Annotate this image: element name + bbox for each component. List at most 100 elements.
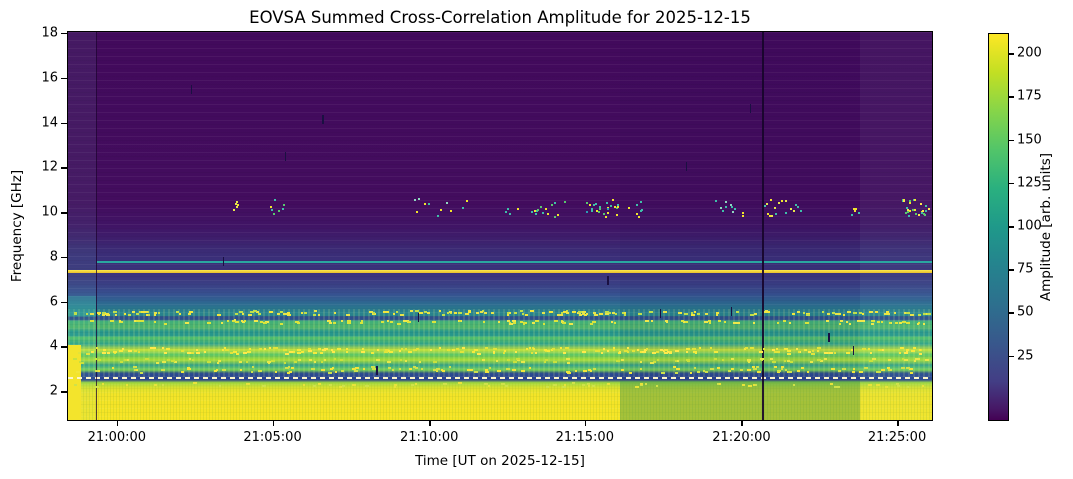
rfi-speckle — [553, 319, 558, 322]
rfi-speckle — [508, 212, 511, 215]
rfi-speckle — [872, 358, 877, 361]
rfi-speckle — [567, 361, 571, 364]
rfi-speckle — [288, 366, 291, 369]
colorbar-tick-mark — [1009, 312, 1014, 314]
rfi-speckle — [769, 214, 772, 217]
y-tick-mark — [61, 301, 67, 304]
rfi-speckle — [636, 213, 639, 215]
rfi-speckle — [732, 321, 737, 324]
rfi-speckle — [243, 352, 248, 355]
rfi-speckle — [513, 312, 517, 315]
rfi-speckle — [546, 212, 549, 215]
rfi-speckle — [674, 349, 679, 352]
rfi-speckle — [590, 369, 593, 372]
rfi-speckle — [852, 207, 855, 210]
rfi-speckle — [907, 215, 910, 218]
rfi-speckle — [656, 385, 659, 388]
rfi-speckle — [352, 368, 357, 371]
rfi-speckle — [614, 205, 617, 208]
colorbar-label: Amplitude [arb. units] — [1038, 152, 1054, 302]
heatmap-row-striping — [68, 32, 932, 420]
rfi-speckle — [900, 367, 905, 370]
rfi-speckle — [232, 351, 237, 354]
rfi-speckle — [293, 350, 296, 353]
rfi-speckle — [920, 212, 923, 215]
rfi-speckle — [253, 310, 257, 313]
rfi-speckle — [763, 311, 766, 314]
colorbar-tick-label: 100 — [1017, 218, 1042, 234]
rfi-speckle — [376, 359, 381, 362]
rfi-speckle — [476, 352, 481, 355]
rfi-speckle — [179, 312, 182, 315]
rfi-speckle — [533, 348, 536, 351]
rfi-speckle — [334, 358, 337, 361]
rfi-speckle — [541, 212, 544, 215]
rfi-speckle — [588, 369, 592, 372]
spectrogram-plot-area[interactable] — [67, 31, 933, 421]
colorbar-tick-mark — [1009, 96, 1014, 98]
rfi-speckle — [502, 351, 505, 354]
rfi-speckle — [464, 312, 467, 315]
rfi-speckle — [869, 359, 874, 362]
rfi-speckle — [216, 361, 219, 364]
rfi-speckle — [218, 385, 221, 388]
rfi-speckle — [421, 367, 424, 370]
rfi-speckle — [735, 321, 740, 324]
rfi-speckle — [596, 210, 599, 212]
rfi-speckle — [777, 371, 781, 373]
rfi-speckle — [428, 203, 431, 206]
rfi-speckle — [320, 368, 325, 371]
rfi-speckle — [290, 366, 294, 369]
rfi-speckle — [747, 358, 752, 361]
rfi-speckle — [545, 350, 550, 353]
y-tick-label: 8 — [49, 249, 58, 265]
rfi-speckle — [284, 352, 289, 355]
heatmap-base — [68, 32, 932, 420]
rfi-speckle — [424, 203, 426, 206]
rfi-speckle — [398, 368, 401, 371]
rfi-speckle — [97, 358, 101, 361]
rfi-speckle — [747, 385, 752, 388]
colorbar-tick-label: 200 — [1017, 45, 1042, 61]
rfi-speckle — [856, 320, 861, 323]
rfi-speckle — [841, 367, 846, 370]
rfi-speckle — [533, 210, 536, 213]
rfi-speckle — [795, 203, 797, 206]
rfi-speckle — [313, 310, 317, 313]
rfi-speckle — [458, 382, 463, 385]
rfi-speckle — [136, 312, 140, 315]
rfi-speckle — [664, 319, 668, 322]
rfi-speckle — [326, 319, 331, 322]
rfi-speckle — [287, 312, 291, 315]
rfi-speckle — [424, 311, 427, 314]
rfi-speckle — [275, 370, 277, 373]
rfi-speckle — [598, 207, 601, 210]
colorbar-tick-label: 25 — [1017, 348, 1034, 364]
rfi-speckle — [234, 312, 238, 315]
rfi-speckle — [916, 358, 920, 361]
rfi-speckle — [449, 311, 453, 314]
rfi-speckle — [710, 347, 713, 350]
rfi-speckle — [663, 351, 668, 354]
rfi-speckle — [924, 312, 927, 315]
rfi-speckle — [313, 313, 317, 316]
rfi-speckle — [441, 368, 444, 371]
rfi-speckle — [95, 358, 98, 361]
rfi-speckle — [362, 348, 365, 351]
rfi-speckle — [686, 350, 689, 353]
rfi-speckle — [441, 313, 445, 316]
rfi-speckle — [909, 202, 912, 205]
x-tick-label: 21:20:00 — [712, 430, 771, 445]
rfi-speckle — [213, 369, 217, 372]
rfi-speckle — [192, 358, 195, 361]
rfi-speckle — [708, 321, 711, 324]
rfi-speckle — [332, 350, 336, 353]
rfi-speckle — [741, 212, 744, 215]
rfi-speckle — [638, 312, 642, 315]
rfi-speckle — [394, 384, 398, 387]
rfi-speckle — [324, 347, 329, 350]
rfi-speckle — [616, 214, 619, 217]
x-tick-mark — [584, 421, 587, 426]
rfi-speckle — [803, 349, 807, 352]
rfi-speckle — [331, 367, 334, 370]
